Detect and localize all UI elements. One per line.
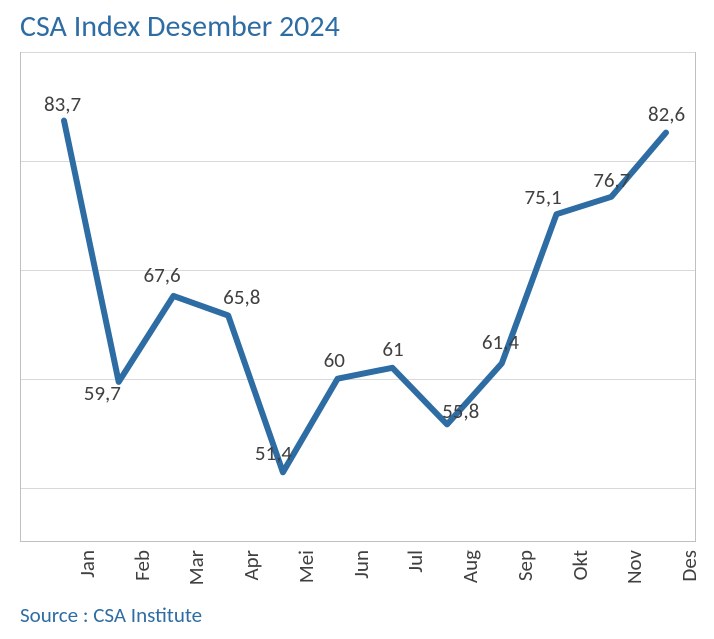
x-axis-label: Mei bbox=[293, 550, 319, 639]
data-label: 55,8 bbox=[442, 398, 479, 424]
x-axis-label: Nov bbox=[621, 550, 647, 639]
data-label: 67,6 bbox=[143, 262, 180, 288]
data-label: 76,7 bbox=[593, 167, 630, 193]
x-axis-label: Jul bbox=[402, 550, 428, 639]
data-label: 65,8 bbox=[223, 284, 260, 310]
data-label: 82,6 bbox=[648, 101, 685, 127]
data-label: 51,4 bbox=[255, 440, 292, 466]
x-axis-label: Aug bbox=[457, 550, 483, 639]
x-axis-label: Apr bbox=[238, 550, 264, 639]
data-label: 75,1 bbox=[525, 184, 562, 210]
x-axis-label: Des bbox=[676, 550, 702, 639]
data-label: 61,4 bbox=[482, 329, 519, 355]
line-series bbox=[0, 0, 714, 639]
data-label: 59,7 bbox=[84, 380, 121, 406]
data-label: 60 bbox=[324, 347, 345, 373]
x-axis-label: Okt bbox=[567, 550, 593, 639]
x-axis-label: Sep bbox=[512, 550, 538, 639]
x-axis-label: Jun bbox=[348, 550, 374, 639]
source-text: Source : CSA Institute bbox=[20, 602, 202, 628]
data-label: 83,7 bbox=[44, 91, 81, 117]
data-label: 61 bbox=[382, 336, 403, 362]
